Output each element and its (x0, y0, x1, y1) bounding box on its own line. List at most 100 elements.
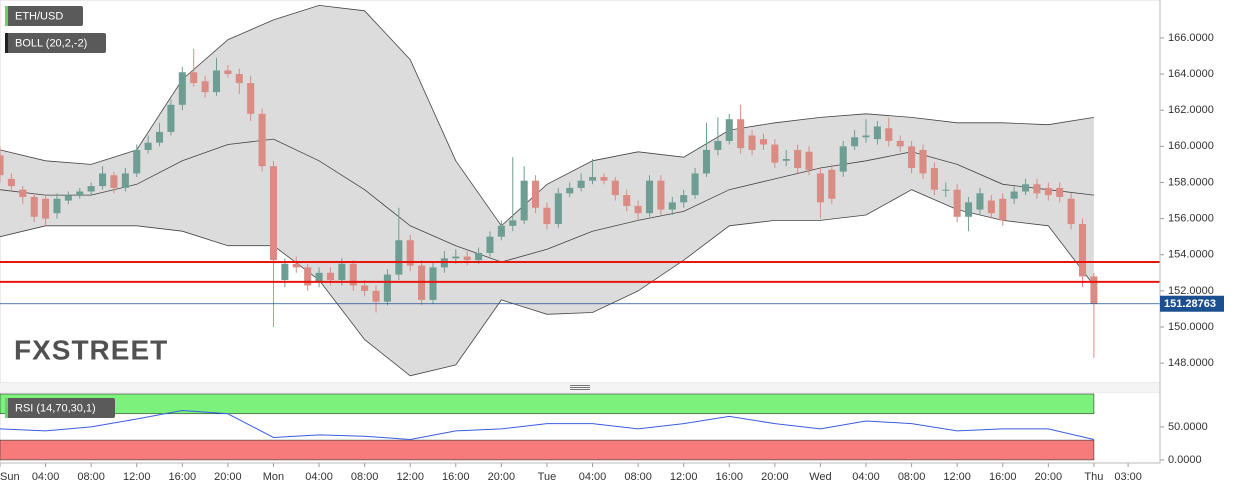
candle-body (53, 198, 61, 214)
candle-body (201, 81, 209, 93)
candle-body (190, 72, 198, 84)
oversold-zone (0, 439, 1095, 461)
plot-area (0, 4, 1160, 461)
x-tick-label: Mon (263, 471, 284, 483)
candle-body (691, 173, 699, 196)
candle-body (634, 205, 642, 214)
candle-body (292, 263, 300, 268)
candle-body (657, 180, 665, 210)
candle-body (429, 267, 437, 300)
candle-body (953, 189, 961, 217)
candle-body (737, 119, 745, 149)
x-tick-label: 20:00 (488, 471, 516, 483)
candle-body (1010, 191, 1018, 199)
candle-body (167, 104, 175, 132)
y-tick-label: 50.0000 (1168, 421, 1208, 433)
rsi-label: RSI (14,70,30,1) (15, 402, 96, 414)
x-tick-label: 12:00 (396, 471, 424, 483)
candle-body (110, 175, 118, 188)
symbol-badge[interactable] (5, 6, 83, 26)
x-tick-label: 16:00 (716, 471, 744, 483)
candle-body (326, 272, 334, 281)
rsi-line (0, 409, 1095, 441)
candle-body (885, 128, 893, 141)
candle-body (383, 274, 391, 302)
y-tick-label: 154.0000 (1168, 249, 1214, 261)
candle-body (497, 225, 505, 237)
x-tick-label: 04:00 (305, 471, 333, 483)
candle-body (338, 263, 346, 281)
candle-body (486, 236, 494, 253)
x-tick-label: Sun (0, 471, 20, 483)
candle-body (919, 149, 927, 174)
candle-body (862, 135, 870, 138)
overlay: FXSTREET ETH/USD BOLL (20,2,-2) RSI (14,… (0, 0, 1224, 483)
overbought-zone (0, 393, 1095, 415)
candle-body (680, 195, 688, 203)
candle-body (851, 137, 859, 147)
x-tick-label: 08:00 (77, 471, 105, 483)
candle-body (566, 187, 574, 194)
candle-body (0, 155, 4, 176)
x-tick-label: 16:00 (169, 471, 197, 483)
x-tick-label: 08:00 (351, 471, 379, 483)
candle-body (520, 180, 528, 221)
candle-body (668, 202, 676, 210)
y-tick-label: 0.0000 (1168, 454, 1202, 466)
candle-body (999, 198, 1007, 221)
candle-body (1067, 198, 1075, 225)
candle-body (987, 200, 995, 214)
candle-body (19, 189, 27, 197)
x-tick-label: 12:00 (123, 471, 151, 483)
candle-body (406, 240, 414, 266)
x-tick-label: 08:00 (898, 471, 926, 483)
candle-body (247, 83, 255, 114)
candle-body (828, 169, 836, 199)
candle-body (816, 173, 824, 203)
candle-body (725, 119, 733, 141)
candle-body (235, 74, 243, 84)
candle-body (178, 72, 186, 105)
badge-stripe (5, 33, 8, 53)
symbol-label: ETH/USD (15, 10, 63, 22)
indicator-badge[interactable] (5, 33, 106, 53)
candle-body (395, 240, 403, 275)
y-tick-label: 162.0000 (1168, 104, 1214, 116)
candle-body (463, 256, 471, 261)
candle-body (224, 70, 232, 75)
candle-body (155, 131, 164, 143)
y-tick-label: 160.0000 (1168, 140, 1214, 152)
candle-body (509, 220, 517, 226)
candle-body (702, 149, 711, 174)
candle-body (873, 126, 881, 140)
candle-body (623, 195, 631, 206)
candle-body (600, 177, 608, 181)
candle-body (87, 186, 95, 192)
y-tick-label: 152.0000 (1168, 285, 1214, 297)
bollinger-lower (0, 189, 1095, 377)
y-tick-label: 166.0000 (1168, 32, 1214, 44)
badge-stripe (5, 6, 8, 26)
candle-body (965, 202, 973, 217)
rsi-badge[interactable] (5, 398, 115, 418)
candle-body (645, 180, 654, 214)
x-tick-label: 04:00 (32, 471, 60, 483)
last-price-box (1160, 295, 1224, 312)
badge-stripe (5, 398, 8, 418)
candle-body (759, 139, 767, 145)
y-tick-label: 150.0000 (1168, 321, 1214, 333)
x-tick-label: Tue (538, 471, 557, 483)
candle-body (748, 135, 756, 150)
watermark: FXSTREET (14, 334, 168, 365)
candle-body (805, 151, 813, 170)
x-tick-label: 20:00 (214, 471, 242, 483)
candle-body (1033, 184, 1041, 194)
candle-body (452, 256, 460, 259)
candle-body (896, 140, 904, 147)
x-tick-label: Wed (809, 471, 831, 483)
candle-body (532, 180, 540, 208)
candle-body (258, 113, 266, 167)
candle-body (99, 173, 107, 187)
candle-body (315, 272, 323, 282)
